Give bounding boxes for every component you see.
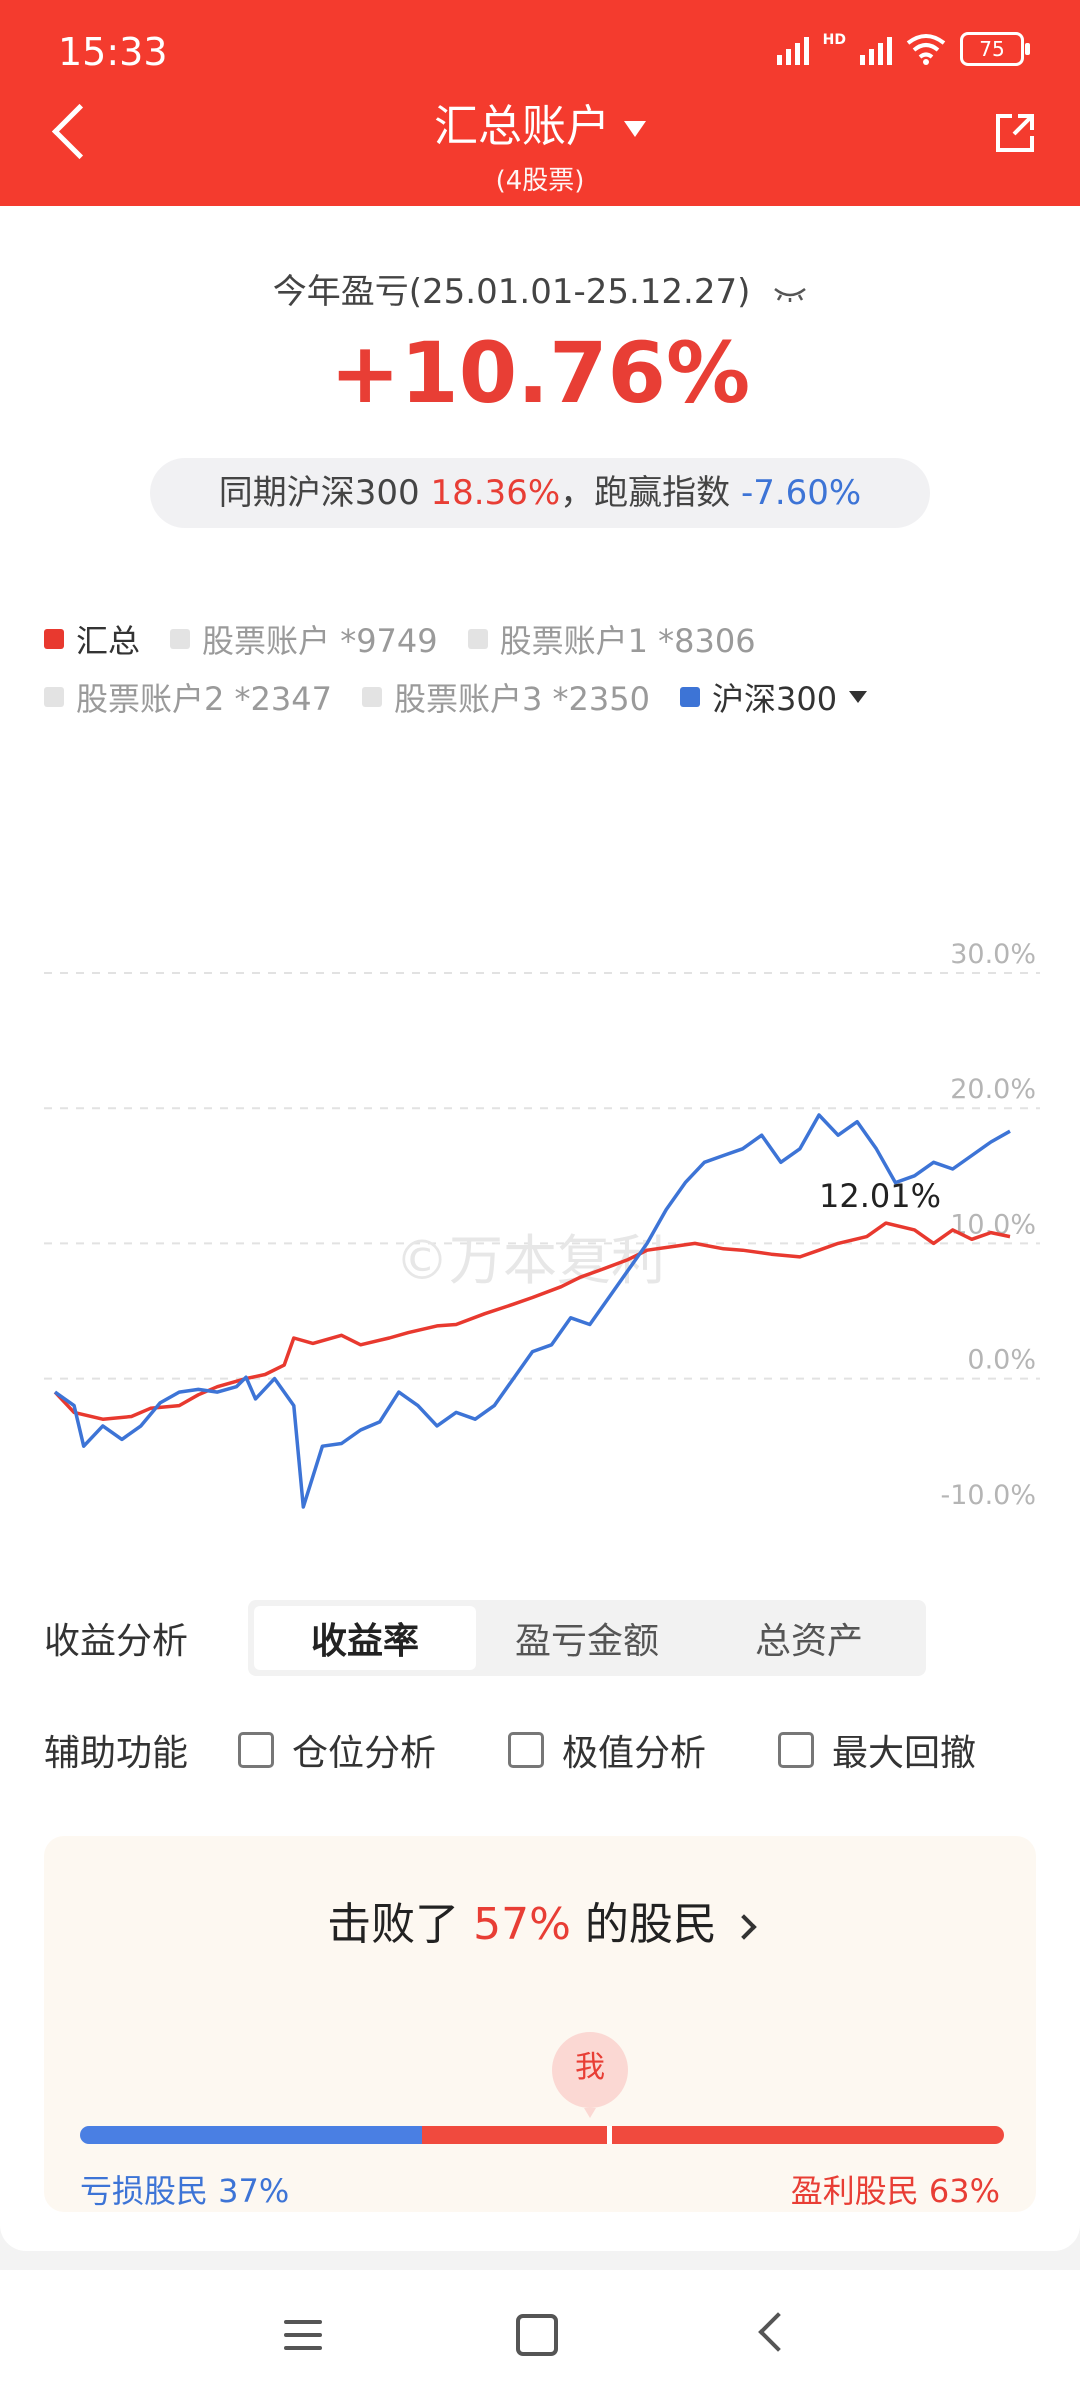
beat-prefix: ，跑赢指数 — [560, 473, 731, 513]
caret-down-icon — [624, 121, 646, 137]
signal-icon-2 — [860, 33, 892, 65]
tab-total-assets[interactable]: 总资产 — [754, 1621, 863, 1662]
legend-item-account2-2347[interactable]: 股票账户2 *2347 — [44, 674, 332, 720]
loss-segment — [80, 2126, 422, 2144]
legend-label: 股票账户2 *2347 — [76, 680, 332, 718]
legend-label: 汇总 — [76, 622, 141, 660]
series-line-hs300 — [53, 1113, 1011, 1509]
metric-tabs: 收益率 盈亏金额 总资产 — [248, 1600, 926, 1676]
system-nav-bar — [0, 2270, 1080, 2400]
legend-swatch — [44, 629, 64, 649]
y-tick-label: 0.0% — [967, 1345, 1036, 1376]
account-subtitle: (4股票) — [495, 166, 585, 196]
account-title[interactable]: 汇总账户 — [0, 90, 1080, 154]
network-label: HD — [822, 32, 846, 48]
hide-eye-icon[interactable] — [773, 286, 807, 302]
legend-item-account1-8306[interactable]: 股票账户1 *8306 — [467, 616, 756, 662]
beat-prefix-text: 击败了 — [327, 1899, 460, 1950]
legend-label: 股票账户 *9749 — [202, 622, 438, 660]
battery-icon: 75 — [960, 32, 1030, 66]
value-annotation: 12.01% — [819, 1177, 941, 1215]
gain-segment — [421, 2126, 1004, 2144]
position-marker — [606, 2126, 612, 2144]
beat-suffix-text: 的股民 — [584, 1899, 717, 1950]
benchmark-pill: 同期沪深300 18.36%，跑赢指数 -7.60% — [150, 458, 930, 528]
aux-label: 辅助功能 — [44, 1733, 189, 1774]
chart-legend: 汇总 股票账户 *9749 股票账户1 *8306 股票账户2 *2347 股票… — [44, 610, 1044, 726]
metric-label: 收益分析 — [44, 1621, 189, 1662]
checkbox-extreme-analysis[interactable]: 极值分析 — [508, 1724, 706, 1776]
checkbox-position-analysis[interactable]: 仓位分析 — [238, 1724, 436, 1776]
legend-swatch — [679, 687, 700, 707]
nav-back-icon[interactable] — [758, 2312, 798, 2352]
y-tick-label: 20.0% — [950, 1074, 1036, 1105]
account-title-text: 汇总账户 — [434, 101, 610, 152]
y-tick-label: 30.0% — [950, 939, 1036, 970]
aux-functions: 辅助功能 仓位分析 极值分析 最大回撤 — [44, 1724, 1048, 1776]
checkbox-label: 极值分析 — [562, 1733, 707, 1774]
return-percent: +10.76% — [329, 324, 751, 422]
legend-label: 沪深300 — [711, 680, 838, 718]
legend-item-account3-2350[interactable]: 股票账户3 *2350 — [361, 674, 650, 720]
app-header: 15:33 HD 75 汇总账户 (4股票) — [0, 0, 1080, 206]
period-text: 今年盈亏(25.01.01-25.12.27) — [272, 272, 751, 312]
loss-investors-label: 亏损股民 37% — [80, 2172, 290, 2210]
period-label: 今年盈亏(25.01.01-25.12.27) — [0, 264, 1080, 313]
checkbox-box[interactable] — [508, 1732, 545, 1768]
legend-item-hs300[interactable]: 沪深300 — [679, 674, 868, 720]
legend-swatch — [170, 629, 191, 649]
legend-item-account-9749[interactable]: 股票账户 *9749 — [170, 616, 438, 662]
status-icons: HD 75 — [776, 32, 1030, 66]
gain-investors-label: 盈利股民 63% — [790, 2172, 1000, 2210]
beat-investors-card[interactable]: 击败了 57% 的股民 我 亏损股民 37% 盈利股民 63% — [44, 1836, 1036, 2212]
investor-distribution-bar — [80, 2126, 1004, 2144]
y-tick-label: -10.0% — [940, 1480, 1036, 1509]
checkbox-box[interactable] — [238, 1732, 274, 1768]
menu-icon[interactable] — [284, 2320, 322, 2359]
beat-index-value: -7.60% — [740, 473, 862, 513]
title-group[interactable]: 汇总账户 (4股票) — [0, 90, 1080, 197]
metric-selector: 收益分析 收益率 盈亏金额 总资产 — [44, 1600, 926, 1676]
share-icon[interactable] — [992, 110, 1038, 156]
tab-profit-amount[interactable]: 盈亏金额 — [514, 1621, 659, 1662]
series-line-summary — [53, 1221, 1011, 1421]
legend-swatch — [44, 687, 64, 707]
caret-down-icon — [849, 691, 868, 703]
legend-swatch — [361, 687, 382, 707]
checkbox-label: 仓位分析 — [292, 1733, 437, 1774]
legend-label: 股票账户1 *8306 — [499, 622, 756, 660]
beat-title[interactable]: 击败了 57% 的股民 — [44, 1888, 1036, 1952]
beat-percent: 57% — [473, 1899, 571, 1950]
status-time: 15:33 — [58, 30, 168, 74]
benchmark-prefix: 同期沪深300 — [218, 473, 420, 513]
home-icon[interactable] — [516, 2314, 558, 2356]
main-card: 今年盈亏(25.01.01-25.12.27) +10.76% 同期沪深300 … — [0, 206, 1080, 2251]
legend-label: 股票账户3 *2350 — [393, 680, 650, 718]
legend-item-summary[interactable]: 汇总 — [44, 616, 140, 662]
checkbox-box[interactable] — [778, 1732, 815, 1768]
tab-return-rate[interactable]: 收益率 — [254, 1606, 476, 1670]
checkbox-label: 最大回撤 — [832, 1733, 977, 1774]
chevron-right-icon — [731, 1914, 757, 1940]
wifi-icon — [906, 34, 946, 65]
return-chart[interactable]: 30.0%20.0%10.0%0.0%-10.0%-20.0%01-0105-0… — [0, 719, 1080, 1509]
checkbox-max-drawdown[interactable]: 最大回撤 — [778, 1724, 976, 1776]
me-marker: 我 — [552, 2032, 628, 2118]
legend-swatch — [467, 629, 488, 649]
signal-icon — [776, 33, 809, 65]
benchmark-value: 18.36% — [430, 473, 561, 513]
